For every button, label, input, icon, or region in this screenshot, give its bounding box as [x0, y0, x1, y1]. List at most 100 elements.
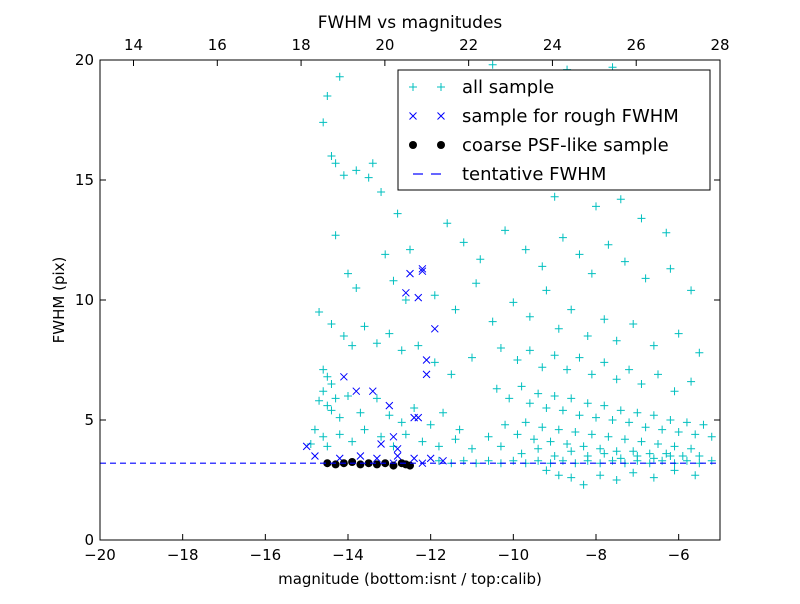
all-sample-point [484, 432, 493, 441]
all-sample-point [563, 365, 572, 374]
all-sample-point [546, 437, 555, 446]
all-sample-point [612, 476, 621, 484]
all-sample-point [678, 452, 687, 460]
y-tick-label: 10 [75, 291, 94, 309]
rough-fwhm-point [311, 452, 319, 460]
all-sample-point [410, 404, 419, 412]
y-tick-label: 5 [84, 411, 94, 429]
all-sample-point [306, 440, 315, 448]
all-sample-point [496, 442, 505, 451]
all-sample-point [339, 332, 348, 340]
all-sample-point [567, 305, 576, 314]
all-sample-point [397, 418, 406, 427]
rough-fwhm-point [356, 452, 365, 460]
all-sample-point [616, 406, 625, 415]
all-sample-point [319, 387, 328, 396]
legend-item: tentative FWHM [413, 164, 606, 185]
x-tick-label: −8 [585, 546, 607, 564]
all-sample-point [542, 286, 551, 295]
all-sample-point [687, 444, 696, 453]
all-sample-point [592, 413, 600, 422]
all-sample-point [542, 466, 551, 475]
all-sample-point [600, 358, 609, 367]
series-0 [306, 60, 716, 489]
all-sample-point [592, 202, 600, 211]
all-sample-point [637, 437, 646, 446]
all-sample-point [525, 312, 534, 321]
all-sample-point [468, 444, 476, 453]
rough-fwhm-point [422, 356, 431, 364]
all-sample-point [319, 432, 328, 441]
x-tick-label: −12 [415, 546, 447, 564]
top-x-tick-label: 22 [459, 36, 478, 54]
all-sample-point [430, 358, 439, 367]
all-sample-point [558, 406, 567, 415]
all-sample-point [666, 416, 675, 424]
all-sample-point [662, 449, 671, 458]
all-sample-point [385, 411, 394, 420]
all-sample-point [344, 269, 352, 278]
all-sample-point [612, 375, 621, 384]
all-sample-point [488, 60, 497, 69]
all-sample-point [575, 411, 584, 420]
all-sample-point [385, 329, 394, 338]
all-sample-point [327, 406, 336, 415]
all-sample-point [323, 372, 332, 381]
all-sample-point [397, 346, 406, 355]
all-sample-point [625, 365, 634, 374]
all-sample-point [596, 471, 605, 480]
axes: −20 −18 −16 −14 −12 −10 −8 −6 14 16 18 20 22 24 26 28 0 5… [75, 36, 730, 564]
rough-fwhm-point [430, 324, 439, 333]
all-sample-point [666, 264, 675, 273]
legend-item: all sample [409, 77, 554, 98]
all-sample-point [509, 298, 518, 307]
all-sample-point [616, 454, 625, 463]
all-sample-point [525, 399, 534, 408]
rough-fwhm-point [418, 264, 427, 273]
all-sample-point [323, 401, 332, 410]
all-sample-point [501, 226, 510, 235]
all-sample-point [641, 423, 650, 432]
psf-like-point [348, 458, 357, 466]
all-sample-point [600, 401, 609, 410]
rough-fwhm-point [352, 387, 361, 396]
chart-title: FWHM vs magnitudes [318, 13, 503, 33]
all-sample-point [550, 452, 559, 460]
all-sample-point [600, 449, 609, 458]
all-sample-point [567, 473, 576, 482]
all-sample-point [707, 432, 716, 441]
top-x-tick-label: 16 [208, 36, 227, 54]
psf-like-point [323, 459, 332, 468]
all-sample-point [327, 152, 336, 160]
legend-box [397, 69, 711, 191]
all-sample-point [476, 255, 485, 264]
all-sample-point [666, 452, 675, 460]
legend-item: coarse PSF-like sample [409, 135, 669, 156]
all-sample-point [567, 394, 576, 403]
legend-swatch [409, 83, 417, 91]
all-sample-point [587, 370, 596, 379]
all-sample-point [695, 452, 704, 460]
all-sample-point [629, 447, 638, 456]
all-sample-point [447, 370, 456, 379]
y-tick-label: 0 [84, 531, 94, 549]
psf-like-point [356, 460, 365, 469]
all-sample-point [352, 284, 361, 292]
all-sample-point [571, 428, 580, 436]
all-sample-point [530, 435, 538, 444]
all-sample-point [434, 456, 443, 465]
all-sample-point [352, 166, 361, 175]
rough-fwhm-point [406, 269, 414, 278]
all-sample-point [604, 432, 613, 441]
all-sample-point [587, 269, 596, 278]
all-sample-point [426, 420, 435, 429]
top-x-tick-label: 18 [292, 36, 311, 54]
all-sample-point [418, 437, 427, 446]
all-sample-point [323, 92, 332, 100]
top-x-tick-label: 24 [543, 36, 562, 54]
all-sample-point [319, 118, 328, 127]
all-sample-point [501, 420, 510, 429]
all-sample-point [587, 430, 596, 439]
rough-fwhm-point [426, 454, 435, 463]
